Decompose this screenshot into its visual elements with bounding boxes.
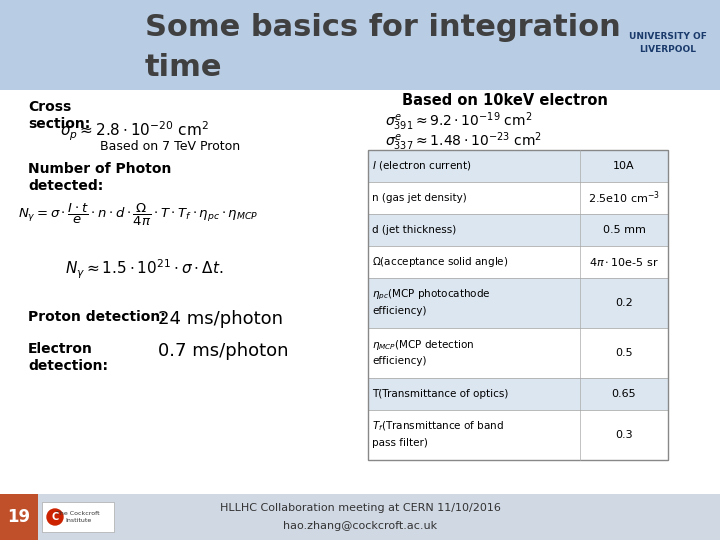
Text: $\Omega$(acceptance solid angle): $\Omega$(acceptance solid angle)	[372, 255, 508, 269]
Bar	[368, 328, 668, 378]
Text: 0.65: 0.65	[612, 389, 636, 399]
Text: 0.7 ms/photon: 0.7 ms/photon	[158, 342, 289, 360]
Text: $T_f$(Transmittance of band: $T_f$(Transmittance of band	[372, 420, 504, 433]
Text: $\sigma^e_{337}\approx 1.48\cdot10^{-23}$ cm$^2$: $\sigma^e_{337}\approx 1.48\cdot10^{-23}…	[385, 130, 542, 153]
Text: 2.5e10 cm$^{-3}$: 2.5e10 cm$^{-3}$	[588, 190, 660, 206]
Bar	[368, 150, 668, 460]
Circle shape	[47, 509, 63, 525]
Text: 24 ms/photon: 24 ms/photon	[158, 310, 283, 328]
Text: $4\pi\cdot$10e-5 sr: $4\pi\cdot$10e-5 sr	[589, 256, 659, 268]
Text: 0.5: 0.5	[615, 348, 633, 358]
Text: $I$ (electron current): $I$ (electron current)	[372, 159, 472, 172]
Text: Based on 7 TeV Proton: Based on 7 TeV Proton	[100, 140, 240, 153]
Text: efficiency): efficiency)	[372, 307, 426, 316]
Bar	[368, 278, 668, 328]
Text: Proton detection:: Proton detection:	[28, 310, 166, 324]
Text: $N_\gamma=\sigma\cdot\dfrac{I\cdot t}{e}\cdot n\cdot d\cdot\dfrac{\Omega}{4\pi}\: $N_\gamma=\sigma\cdot\dfrac{I\cdot t}{e}…	[18, 202, 258, 228]
Text: Electron
detection:: Electron detection:	[28, 342, 108, 373]
Text: Some basics for integration: Some basics for integration	[145, 12, 621, 42]
Text: 19: 19	[7, 508, 30, 526]
Bar	[368, 182, 668, 214]
Text: 0.2: 0.2	[615, 298, 633, 308]
Bar	[0, 0, 720, 90]
Bar	[368, 378, 668, 410]
Text: C: C	[51, 512, 58, 522]
Bar	[0, 494, 720, 540]
Text: Based on 10keV electron: Based on 10keV electron	[402, 93, 608, 108]
Text: n (gas jet density): n (gas jet density)	[372, 193, 467, 203]
Text: 0.3: 0.3	[615, 430, 633, 440]
Text: UNIVERSITY OF
LIVERPOOL: UNIVERSITY OF LIVERPOOL	[629, 32, 707, 54]
Text: Number of Photon
detected:: Number of Photon detected:	[28, 162, 171, 193]
Text: $\sigma^e_{391}\approx 9.2\cdot10^{-19}$ cm$^2$: $\sigma^e_{391}\approx 9.2\cdot10^{-19}$…	[385, 110, 533, 133]
Bar	[368, 214, 668, 246]
Text: Cross
section:: Cross section:	[28, 100, 90, 131]
Text: 10A: 10A	[613, 161, 635, 171]
Text: efficiency): efficiency)	[372, 356, 426, 367]
Text: time: time	[145, 52, 222, 82]
Text: hao.zhang@cockcroft.ac.uk: hao.zhang@cockcroft.ac.uk	[283, 521, 437, 531]
Text: HLLHC Collaboration meeting at CERN 11/10/2016: HLLHC Collaboration meeting at CERN 11/1…	[220, 503, 500, 513]
Bar	[42, 502, 114, 532]
Text: 0.5 mm: 0.5 mm	[603, 225, 645, 235]
Bar	[0, 494, 38, 540]
Bar	[368, 410, 668, 460]
Text: $\eta_{MCP}$(MCP detection: $\eta_{MCP}$(MCP detection	[372, 338, 474, 352]
Bar	[368, 150, 668, 182]
Text: $\eta_{pc}$(MCP photocathode: $\eta_{pc}$(MCP photocathode	[372, 287, 491, 302]
Text: d (jet thickness): d (jet thickness)	[372, 225, 456, 235]
Text: $\sigma_p \approx 2.8\cdot10^{-20}$ cm$^2$: $\sigma_p \approx 2.8\cdot10^{-20}$ cm$^…	[60, 120, 209, 143]
Text: pass filter): pass filter)	[372, 438, 428, 449]
Text: $N_\gamma\approx 1.5\cdot10^{21}\cdot\sigma\cdot\Delta t.$: $N_\gamma\approx 1.5\cdot10^{21}\cdot\si…	[65, 258, 223, 281]
Text: The Cockcroft
Institute: The Cockcroft Institute	[56, 511, 100, 523]
Bar	[618, 3, 718, 87]
Text: T(Transmittance of optics): T(Transmittance of optics)	[372, 389, 508, 399]
Bar	[368, 246, 668, 278]
